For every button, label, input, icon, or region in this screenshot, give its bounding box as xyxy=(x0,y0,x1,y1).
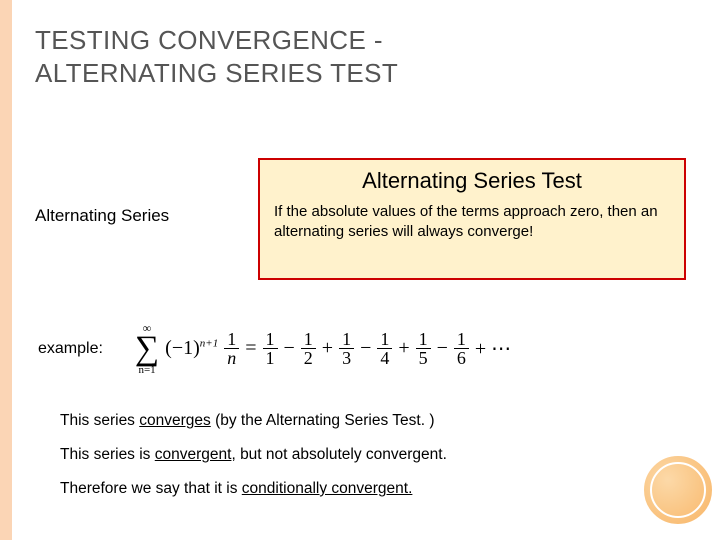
op-plus-2: + xyxy=(398,337,409,360)
sum-lower: n=1 xyxy=(138,365,155,376)
ellipsis: + ⋯ xyxy=(475,336,511,361)
slide-title-block: TESTING CONVERGENCE - ALTERNATING SERIES… xyxy=(35,24,695,89)
subheading: Alternating Series xyxy=(35,206,169,226)
power-term: (−1)n+1 xyxy=(165,337,218,360)
decorative-circle-ring-icon xyxy=(650,462,706,518)
theorem-box-title: Alternating Series Test xyxy=(274,168,670,194)
title-line-1: TESTING CONVERGENCE - xyxy=(35,25,383,55)
s2-b: , but not absolutely convergent. xyxy=(231,446,446,463)
equals: = xyxy=(245,337,256,360)
s1-u: converges xyxy=(139,412,211,429)
sigma-icon: ∑ xyxy=(135,334,159,365)
neg-one: (−1) xyxy=(165,337,200,359)
op-plus-1: + xyxy=(322,337,333,360)
s3-a: Therefore we say that it is xyxy=(60,480,242,497)
op-minus-1: − xyxy=(284,337,295,360)
term-5: 15 xyxy=(416,330,431,367)
formula: ∞ ∑ n=1 (−1)n+1 1 n = 11 − 12 + 13 − 14 … xyxy=(135,322,511,376)
example-row: example: ∞ ∑ n=1 (−1)n+1 1 n = 11 − 12 +… xyxy=(38,322,678,376)
term-6: 16 xyxy=(454,330,469,367)
s2-u: convergent xyxy=(155,446,232,463)
frac-1-n: 1 n xyxy=(224,330,239,367)
statement-1: This series converges (by the Alternatin… xyxy=(60,412,680,430)
frac-den: n xyxy=(224,349,239,367)
summation-symbol: ∞ ∑ n=1 xyxy=(135,322,159,376)
term-4: 14 xyxy=(377,330,392,367)
s2-a: This series is xyxy=(60,446,155,463)
statement-3: Therefore we say that it is conditionall… xyxy=(60,480,680,498)
statements-block: This series converges (by the Alternatin… xyxy=(60,412,680,514)
statement-2: This series is convergent, but not absol… xyxy=(60,446,680,464)
s1-a: This series xyxy=(60,412,139,429)
title-line-2: ALTERNATING SERIES TEST xyxy=(35,58,398,88)
term-3: 13 xyxy=(339,330,354,367)
left-accent-bar xyxy=(0,0,12,540)
example-label: example: xyxy=(38,340,103,358)
term-2: 12 xyxy=(301,330,316,367)
theorem-box-body: If the absolute values of the terms appr… xyxy=(274,202,670,243)
op-minus-2: − xyxy=(360,337,371,360)
theorem-box: Alternating Series Test If the absolute … xyxy=(258,158,686,280)
term-1: 11 xyxy=(263,330,278,367)
op-minus-3: − xyxy=(437,337,448,360)
frac-num: 1 xyxy=(224,330,239,349)
exponent: n+1 xyxy=(200,338,218,350)
s1-b: (by the Alternating Series Test. ) xyxy=(211,412,435,429)
s3-u: conditionally convergent. xyxy=(242,480,413,497)
slide-title: TESTING CONVERGENCE - ALTERNATING SERIES… xyxy=(35,24,695,89)
